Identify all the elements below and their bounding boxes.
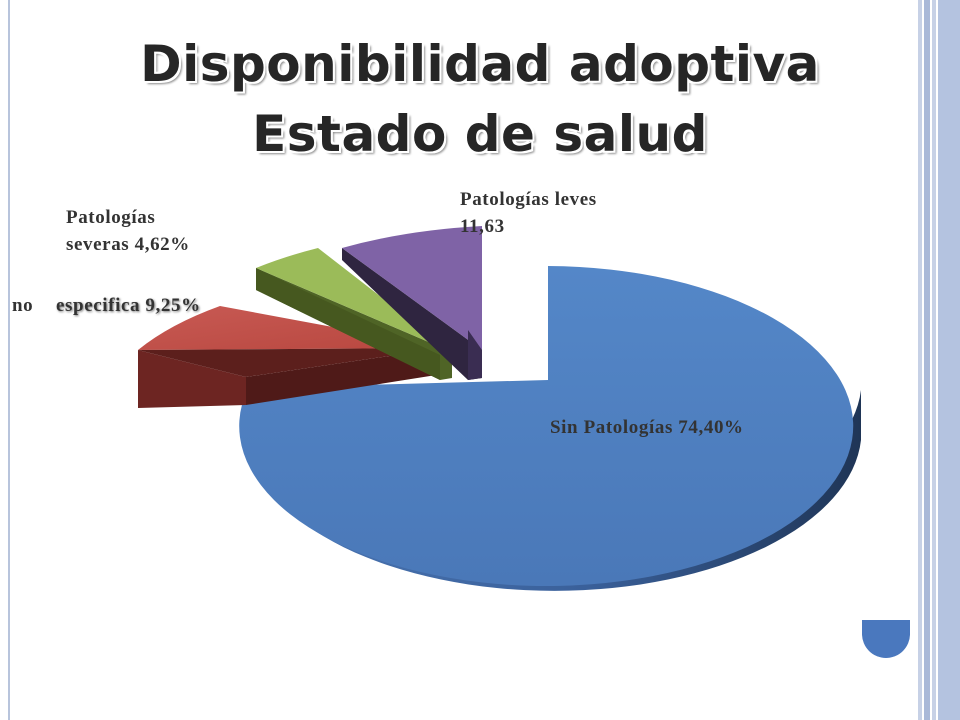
page-title-line-1: Disponibilidad adoptiva: [140, 35, 820, 93]
slide-accent-tab: [862, 620, 910, 658]
slice-sin-patologias: [239, 266, 861, 591]
slice-patologias-severas: [256, 248, 452, 380]
label-leves-line-2: 11,63: [460, 216, 505, 237]
label-severas-line-1: Patologías: [66, 207, 156, 228]
page-title-line-2: Estado de salud: [252, 105, 708, 163]
label-severas-line-2: severas 4,62%: [66, 234, 190, 255]
right-decorative-bars: [918, 0, 960, 720]
slice-patologias-leves: [342, 226, 482, 380]
label-leves-line-1: Patologías leves: [460, 189, 597, 210]
left-border-line: [8, 0, 10, 720]
label-no-especifica: especifica 9,25%: [56, 295, 201, 316]
label-sin-patologias: Sin Patologías 74,40%: [550, 417, 744, 438]
label-no-especifica-prefix: no: [12, 295, 34, 316]
